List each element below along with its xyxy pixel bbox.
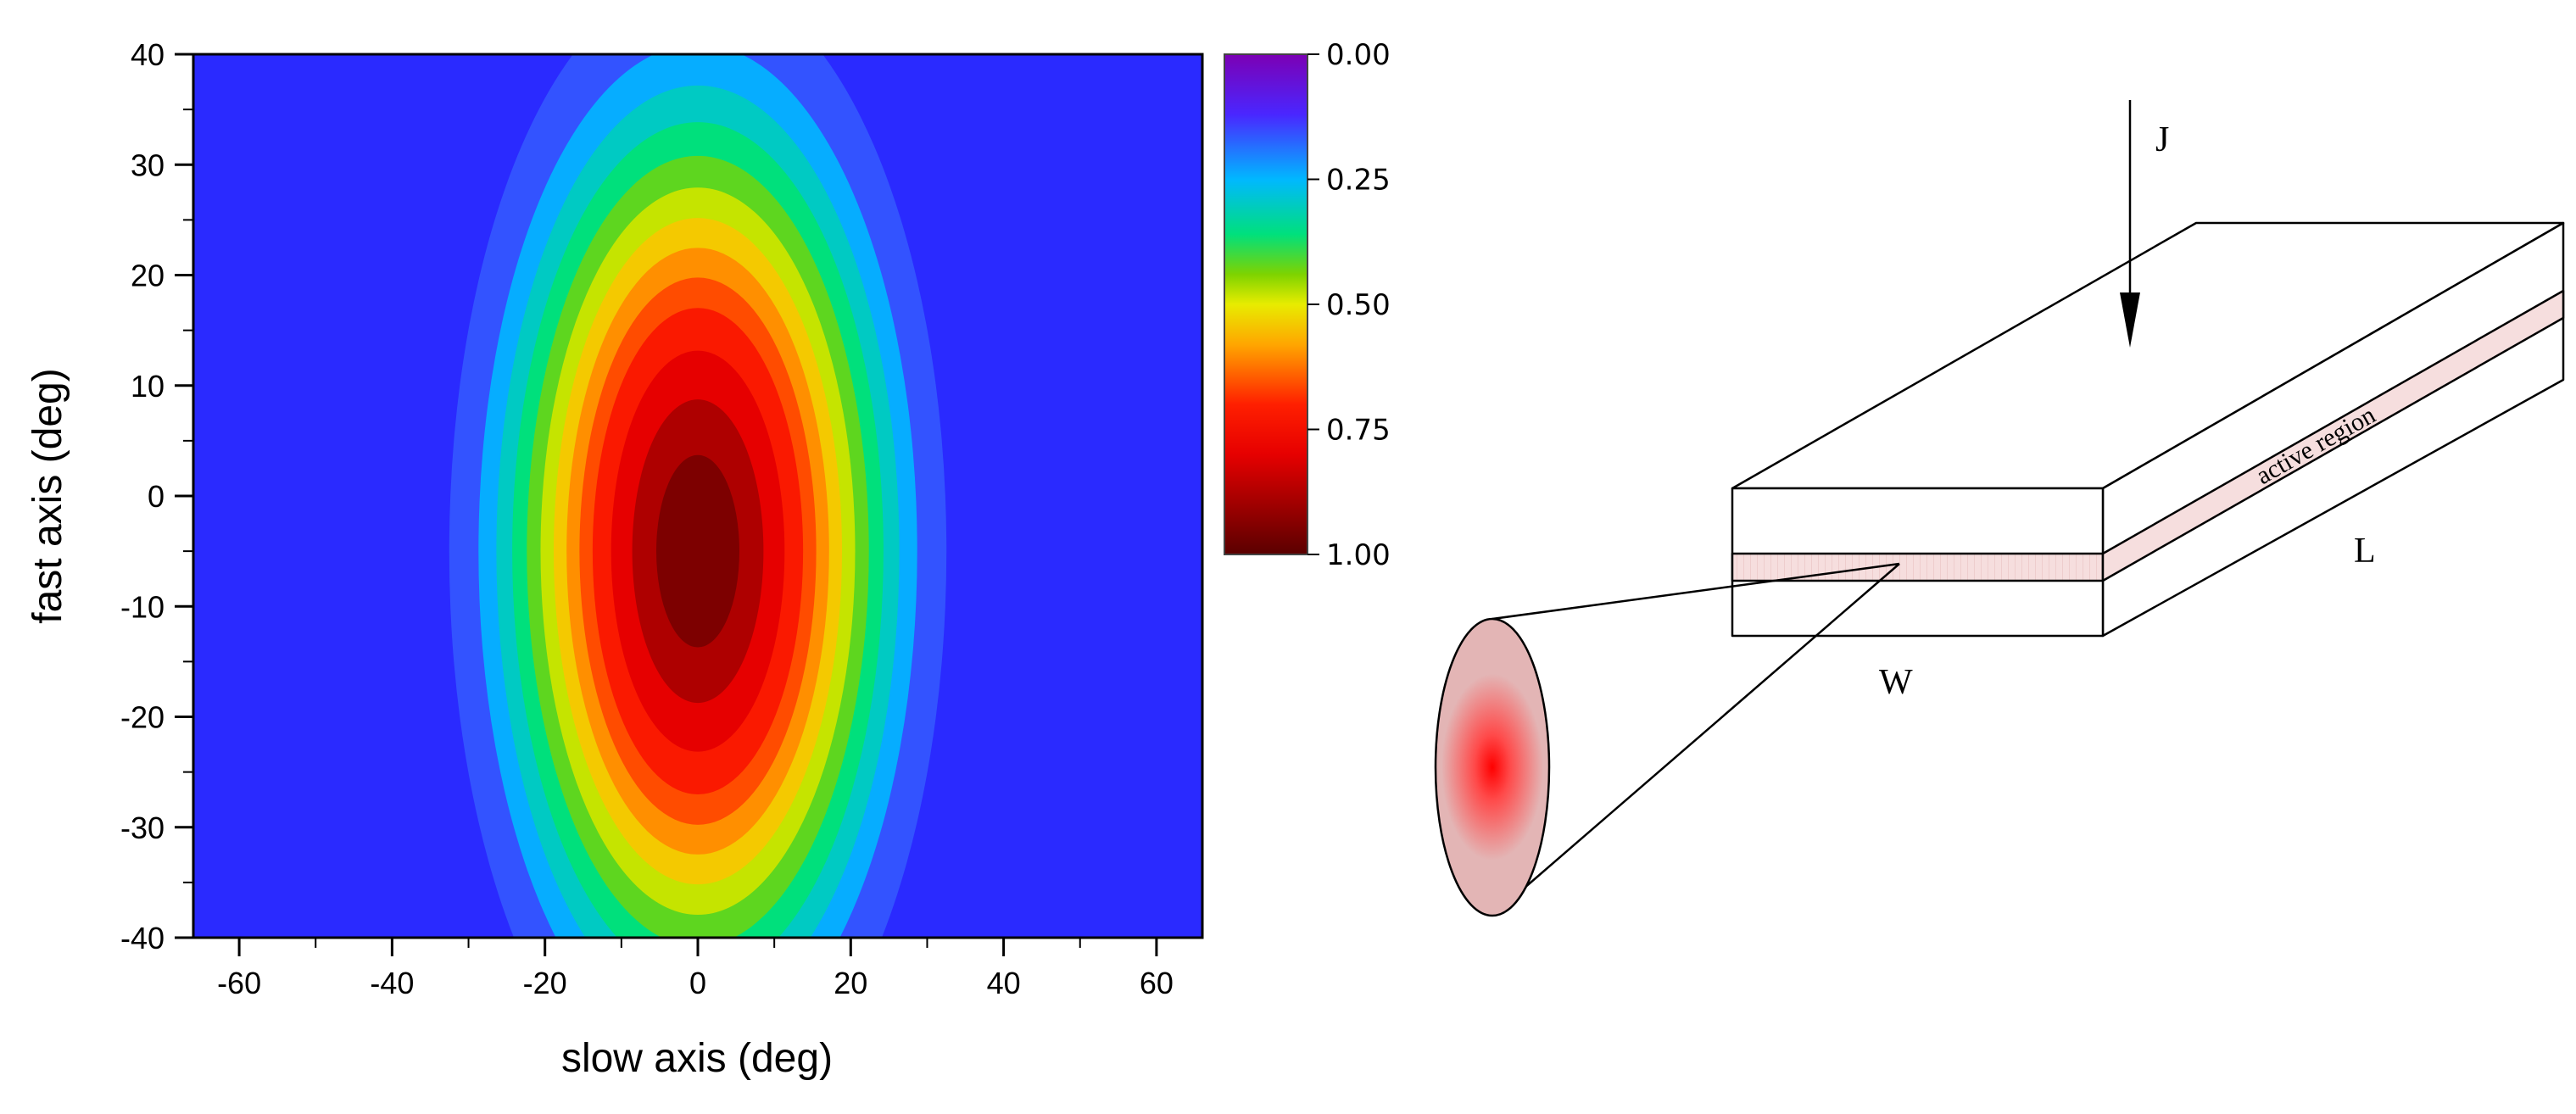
y-tick-label: 10 bbox=[131, 369, 164, 404]
x-tick-label: -40 bbox=[370, 966, 414, 1000]
x-axis-label: slow axis (deg) bbox=[561, 1036, 833, 1081]
beam-spot bbox=[1441, 674, 1543, 861]
colorbar-gradient bbox=[1224, 53, 1308, 555]
beam-cone-top bbox=[1492, 562, 1900, 621]
heatmap-contour bbox=[656, 454, 739, 648]
active-region-front bbox=[1731, 552, 2105, 582]
y-tick-label: -30 bbox=[120, 810, 164, 845]
current-arrow-head bbox=[2120, 292, 2140, 348]
colorbar-tick-label: 0.25 bbox=[1326, 164, 1391, 198]
width-label: W bbox=[1879, 663, 1913, 702]
x-axis-ticks: -60 -40 -20 0 20 40 60 bbox=[217, 938, 1174, 1000]
laser-diode-diagram bbox=[1434, 100, 2565, 917]
y-tick-label: -20 bbox=[120, 700, 164, 735]
length-label: L bbox=[2354, 532, 2376, 571]
y-axis-label: fast axis (deg) bbox=[25, 368, 70, 623]
x-tick-label: -20 bbox=[523, 966, 567, 1000]
beam-cone-bottom bbox=[1492, 563, 1900, 916]
heatmap-chart: -60 -40 -20 0 20 40 60 40 30 20 10 0 -10 -20 -30 -40 s… bbox=[25, 37, 1204, 1081]
x-tick-label: -60 bbox=[217, 966, 261, 1000]
x-tick-label: 20 bbox=[834, 966, 867, 1000]
colorbar-tick-label: 0.00 bbox=[1326, 38, 1391, 72]
y-axis-ticks: 40 30 20 10 0 -10 -20 -30 -40 bbox=[120, 37, 193, 955]
y-tick-label: 0 bbox=[148, 479, 164, 514]
colorbar: 0.00 0.25 0.50 0.75 1.00 bbox=[1224, 38, 1391, 572]
y-tick-label: 30 bbox=[131, 148, 164, 182]
y-tick-label: 20 bbox=[131, 259, 164, 293]
y-tick-label: 40 bbox=[131, 37, 164, 72]
current-label: J bbox=[2155, 120, 2169, 159]
x-tick-label: 60 bbox=[1140, 966, 1174, 1000]
colorbar-tick-label: 0.50 bbox=[1326, 288, 1391, 322]
x-tick-label: 40 bbox=[987, 966, 1021, 1000]
x-tick-label: 0 bbox=[689, 966, 706, 1000]
colorbar-tick-label: 0.75 bbox=[1326, 414, 1391, 448]
y-tick-label: -40 bbox=[120, 921, 164, 955]
y-tick-label: -10 bbox=[120, 589, 164, 624]
heatmap-bands bbox=[449, 54, 947, 938]
active-region-side bbox=[2101, 289, 2565, 582]
colorbar-ticks: 0.00 0.25 0.50 0.75 1.00 bbox=[1308, 38, 1391, 572]
colorbar-tick-label: 1.00 bbox=[1326, 538, 1391, 572]
